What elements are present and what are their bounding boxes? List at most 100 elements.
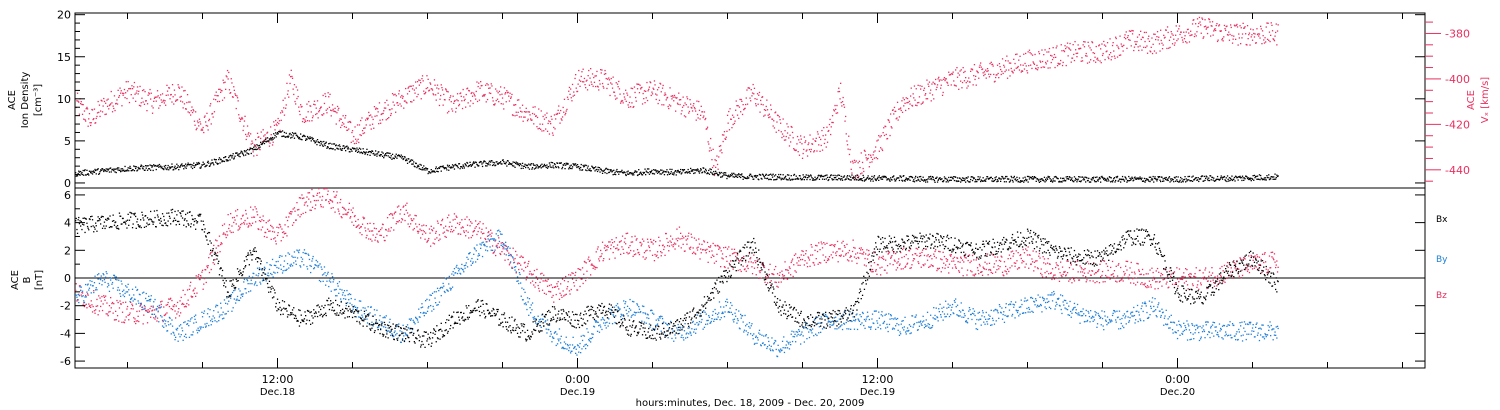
velocity-point (413, 89, 415, 91)
ion-density-point (1006, 175, 1008, 178)
velocity-point (333, 110, 335, 112)
velocity-point (1056, 65, 1059, 67)
velocity-point (952, 71, 954, 73)
velocity-point (1196, 18, 1199, 20)
bz-point (506, 249, 508, 251)
ion-density-point (495, 164, 497, 166)
ion-density-point (692, 169, 694, 171)
ion-density-point (113, 168, 116, 170)
velocity-point (305, 116, 307, 118)
velocity-point (485, 84, 487, 86)
ion-density-point (1035, 180, 1037, 182)
velocity-point (535, 115, 537, 117)
ion-density-point (919, 180, 921, 182)
velocity-point (985, 77, 987, 79)
bz-point (415, 215, 417, 217)
velocity-point (955, 85, 957, 87)
ion-density-point (1252, 175, 1254, 177)
velocity-point (347, 121, 349, 123)
ion-density-point (106, 168, 109, 170)
ion-density-point (105, 170, 107, 172)
bz-point (94, 312, 96, 314)
velocity-point (745, 103, 747, 106)
bz-point (335, 196, 337, 198)
ion-density-point (813, 179, 816, 181)
bz-point (161, 300, 163, 302)
ion-density-point (1261, 178, 1263, 180)
ion-density-point (431, 170, 434, 172)
velocity-point (534, 106, 536, 108)
bz-point (303, 204, 306, 206)
velocity-point (716, 163, 719, 166)
ion-density-point (1150, 176, 1152, 178)
ion-density-point (1200, 178, 1202, 180)
velocity-point (116, 99, 118, 101)
bz-point (489, 233, 491, 235)
ion-density-point (1151, 179, 1154, 181)
ion-density-point (396, 157, 398, 159)
velocity-point (1213, 29, 1216, 31)
bz-point (168, 305, 171, 308)
bz-point (175, 317, 177, 319)
velocity-point (448, 110, 450, 113)
velocity-point (803, 136, 805, 138)
ion-density-point (103, 170, 105, 173)
velocity-point (868, 154, 870, 156)
velocity-point (1010, 67, 1012, 70)
bz-point (644, 258, 646, 260)
ion-density-point (276, 133, 278, 135)
bz-point (621, 235, 624, 237)
bz-point (427, 239, 429, 241)
bz-point (495, 245, 497, 247)
velocity-point (975, 84, 977, 86)
ion-density-point (450, 166, 452, 168)
ion-density-point (946, 178, 948, 180)
ion-density-point (295, 134, 297, 136)
velocity-point (675, 110, 677, 112)
bz-point (723, 266, 726, 268)
ion-density-point (272, 138, 274, 140)
velocity-point (258, 136, 260, 138)
ion-density-point (383, 157, 385, 159)
velocity-point (720, 145, 722, 147)
bz-point (368, 238, 370, 240)
ion-density-point (87, 173, 89, 175)
ion-density-point (386, 152, 389, 154)
bz-point (369, 222, 371, 224)
ion-density-point (1218, 179, 1221, 181)
bz-point (137, 315, 139, 317)
ion-density-point (550, 161, 552, 164)
bz-point (411, 219, 414, 222)
velocity-point (162, 100, 164, 102)
bz-point (101, 295, 103, 298)
ion-density-point (1050, 179, 1052, 181)
bz-point (377, 241, 379, 243)
bz-point (110, 307, 112, 309)
velocity-point (122, 94, 124, 96)
bz-point (490, 235, 492, 237)
velocity-point (660, 83, 662, 85)
velocity-point (766, 99, 768, 101)
ion-density-point (495, 161, 497, 163)
bz-point (508, 264, 511, 266)
bz-point (99, 297, 101, 299)
ion-density-point (261, 143, 263, 146)
ion-density-point (539, 165, 541, 168)
ion-density-point (806, 177, 809, 179)
velocity-point (247, 133, 249, 135)
bz-point (738, 260, 741, 262)
bz-point (371, 240, 373, 242)
ion-density-point (441, 166, 444, 168)
ion-density-point (1030, 176, 1032, 179)
bz-point (610, 248, 612, 250)
velocity-point (706, 126, 709, 128)
bz-point (526, 276, 528, 278)
bz-point (487, 231, 489, 234)
velocity-point (682, 96, 684, 98)
ion-density-point (951, 177, 954, 179)
ion-density-point (186, 165, 188, 167)
ion-density-point (983, 180, 986, 182)
ion-density-point (1246, 176, 1248, 178)
bz-point (414, 214, 416, 217)
bz-point (229, 230, 231, 232)
